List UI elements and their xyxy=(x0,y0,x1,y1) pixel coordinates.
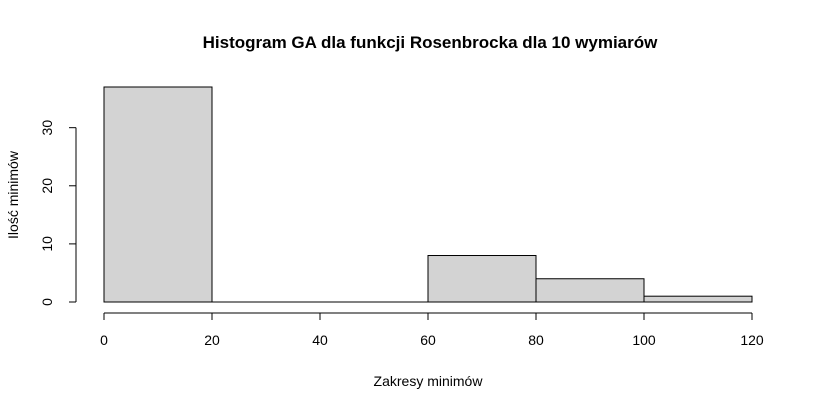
y-tick-label: 0 xyxy=(39,298,55,306)
y-tick-label: 10 xyxy=(39,236,55,252)
histogram-bar-5 xyxy=(643,295,753,303)
y-axis: 0 10 20 30 xyxy=(39,120,77,306)
chart-title: Histogram GA dla funkcji Rosenbrocka dla… xyxy=(203,33,658,52)
x-tick-label: 20 xyxy=(204,332,220,348)
x-tick-label: 100 xyxy=(632,332,656,348)
histogram-bar-4 xyxy=(535,278,645,303)
y-tick-label: 20 xyxy=(39,178,55,194)
x-tick-label: 40 xyxy=(312,332,328,348)
histogram-bar-3 xyxy=(427,255,537,303)
x-axis-label: Zakresy minimów xyxy=(374,373,484,389)
x-tick-label: 120 xyxy=(740,332,764,348)
y-tick-label: 30 xyxy=(39,120,55,136)
x-tick-label: 60 xyxy=(420,332,436,348)
bars-layer xyxy=(103,86,753,303)
x-axis: 0 20 40 60 80 100 120 xyxy=(100,312,764,348)
y-axis-label: Ilość minimów xyxy=(5,150,21,239)
x-tick-label: 0 xyxy=(100,332,108,348)
histogram-bar-0 xyxy=(103,86,213,303)
x-tick-label: 80 xyxy=(528,332,544,348)
